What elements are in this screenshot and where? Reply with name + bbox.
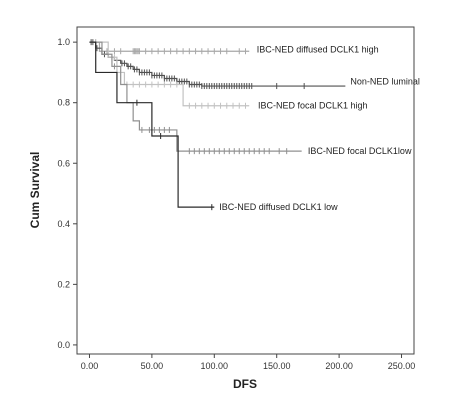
series-4 (89, 41, 302, 155)
series-layer (89, 39, 346, 211)
survival-curve (89, 41, 215, 208)
y-axis-title: Cum Survival (28, 152, 42, 229)
series-label: IBC-NED diffused DCLK1 high (257, 45, 379, 55)
plot-frame (76, 26, 415, 355)
y-tick-label: 0.6 (57, 158, 70, 168)
series-labels: IBC-NED diffused DCLK1 high Non-NED lumin… (219, 45, 420, 212)
y-tick-label: 0.8 (57, 98, 70, 108)
x-tick-label: 100.00 (201, 361, 229, 371)
series-3 (89, 41, 250, 109)
series-5 (89, 41, 215, 211)
y-axis: 0.0 0.2 0.4 0.6 0.8 1.0 (57, 37, 77, 350)
series-label: IBC-NED diffused DCLK1 low (219, 202, 338, 212)
y-tick-label: 0.0 (57, 340, 70, 350)
series-label: Non-NED luminal (350, 77, 420, 87)
x-axis-title: DFS (233, 377, 257, 391)
x-tick-label: 200.00 (325, 361, 353, 371)
series-1 (89, 39, 250, 55)
x-tick-label: 0.00 (81, 361, 99, 371)
x-tick-label: 250.00 (388, 361, 416, 371)
y-tick-label: 0.2 (57, 279, 70, 289)
survival-curve (89, 41, 250, 52)
survival-curve (89, 41, 302, 152)
y-tick-label: 0.4 (57, 219, 70, 229)
series-label: IBC-NED focal DCLK1 high (258, 101, 368, 111)
x-tick-label: 150.00 (263, 361, 291, 371)
x-tick-label: 50.00 (141, 361, 164, 371)
y-tick-label: 1.0 (57, 37, 70, 47)
x-axis: 0.00 50.00 100.00 150.00 200.00 250.00 (81, 354, 416, 371)
series-label: IBC-NED focal DCLK1low (308, 146, 412, 156)
